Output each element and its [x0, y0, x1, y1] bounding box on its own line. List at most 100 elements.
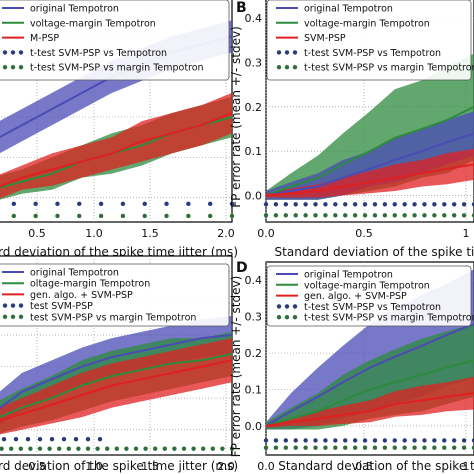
significance-dot — [142, 213, 147, 219]
legend-dot — [292, 65, 298, 70]
significance-dot — [61, 437, 67, 442]
significance-dot — [293, 202, 298, 207]
significance-dot — [412, 445, 417, 450]
legend-dot — [292, 315, 298, 320]
significance-dot — [432, 445, 437, 450]
significance-dot — [57, 446, 62, 451]
significance-dot — [313, 445, 318, 450]
legend-dot — [10, 303, 16, 308]
significance-dot — [352, 213, 358, 218]
significance-dot — [85, 437, 91, 442]
significance-dot — [471, 445, 474, 450]
significance-dot — [461, 202, 467, 207]
x-tick-label: 0.5 — [355, 460, 373, 473]
significance-dot — [191, 446, 196, 451]
x-tick-label: 1.5 — [141, 227, 159, 240]
significance-dot — [37, 446, 43, 451]
significance-dot — [432, 438, 437, 443]
series-line — [0, 359, 233, 422]
legend-label: original Tempotron — [304, 4, 393, 15]
significance-dot — [186, 213, 191, 219]
significance-dot — [293, 445, 298, 450]
legend-dot — [10, 314, 16, 319]
y-tick-label: 0.1 — [245, 383, 263, 396]
significance-dot — [442, 213, 447, 218]
significance-dot — [451, 438, 457, 443]
x-tick-label: 1 — [463, 227, 470, 240]
significance-dot — [220, 446, 225, 451]
significance-dot — [114, 446, 120, 451]
significance-dot — [372, 445, 378, 450]
significance-dot — [343, 445, 348, 450]
y-tick-label: 0.2 — [245, 347, 263, 360]
legend-box — [0, 263, 230, 327]
x-tick-label: 0.0 — [257, 227, 275, 240]
significance-dot — [432, 202, 437, 207]
legend-label: gen. algo. + SVM-PSP — [30, 290, 133, 301]
significance-dot — [172, 446, 177, 451]
y-tick-label: 0.4 — [245, 12, 263, 25]
significance-dot — [422, 438, 427, 443]
legend-dot — [2, 50, 8, 55]
significance-dot — [143, 446, 148, 451]
significance-dot — [49, 437, 55, 442]
significance-dot — [73, 437, 79, 442]
legend-label: voltage-margin Tempotron — [30, 18, 156, 29]
significance-dot — [402, 445, 407, 450]
x-tick-label: 0.0 — [257, 460, 275, 473]
significance-dot — [11, 213, 17, 219]
significance-dot — [352, 445, 358, 450]
significance-dot — [422, 202, 427, 207]
significance-dot — [13, 437, 19, 442]
legend-label: M-PSP — [30, 33, 59, 44]
panel-A: original Tempotron voltage-margin Tempotr… — [0, 0, 238, 259]
legend-dot — [10, 50, 16, 55]
legend-dot — [284, 304, 290, 309]
series-line — [265, 132, 474, 197]
legend-dot — [18, 303, 24, 308]
significance-dot — [352, 202, 358, 207]
legend-label: t-test SVM-PSP vs Tempotron — [30, 48, 167, 59]
significance-dot — [28, 446, 33, 451]
significance-dot — [323, 213, 328, 218]
significance-dot — [343, 202, 348, 207]
significance-dot — [303, 438, 308, 443]
legend-label: SVM-PSP — [304, 33, 346, 44]
significance-dot — [303, 213, 308, 218]
significance-dot — [323, 202, 328, 207]
legend-dot — [276, 304, 282, 309]
significance-dot — [402, 213, 407, 218]
significance-dot — [382, 202, 388, 207]
significance-dot — [263, 202, 269, 207]
legend-label: t-test SVM-PSP vs margin Tempotron — [30, 63, 204, 74]
y-tick-label: 0.4 — [245, 274, 263, 287]
significance-dot — [25, 437, 31, 442]
significance-dot — [283, 202, 289, 207]
series-line — [0, 352, 233, 418]
series-line — [265, 359, 474, 427]
significance-dot — [229, 201, 235, 207]
significance-dot — [263, 445, 269, 450]
legend-box — [266, 265, 472, 327]
significance-dot — [164, 201, 169, 207]
significance-dot — [47, 446, 52, 451]
legend-dot — [276, 50, 282, 55]
significance-dot — [471, 438, 474, 443]
significance-dot — [283, 213, 289, 218]
significance-dot — [66, 446, 72, 451]
series-line — [0, 334, 233, 410]
significance-dot — [402, 438, 407, 443]
significance-dot — [471, 202, 474, 207]
legend-label: test SVM-PSP — [30, 301, 93, 312]
significance-dot — [283, 438, 289, 443]
legend-label: t-test SVM-PSP vs Tempotron — [304, 48, 441, 59]
significance-dot — [0, 446, 4, 451]
significance-dot — [207, 201, 213, 207]
series-line — [265, 322, 474, 427]
significance-dot — [343, 213, 348, 218]
legend-label: voltage-margin Tempotron — [304, 18, 430, 29]
significance-dot — [451, 213, 457, 218]
significance-dot — [442, 438, 447, 443]
